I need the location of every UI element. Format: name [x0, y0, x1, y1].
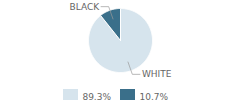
svg-text:BLACK: BLACK [69, 2, 100, 12]
svg-text:WHITE: WHITE [142, 69, 172, 79]
